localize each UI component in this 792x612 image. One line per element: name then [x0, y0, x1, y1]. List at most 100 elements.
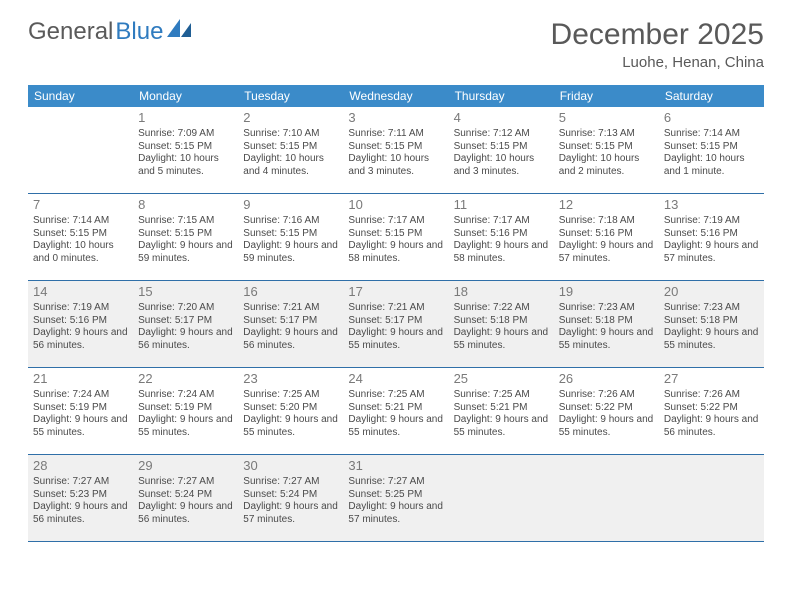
sunset-line: Sunset: 5:15 PM: [664, 141, 759, 154]
sunrise-value: 7:27 AM: [388, 476, 425, 487]
sunset-value: 5:15 PM: [175, 228, 212, 239]
daylight-label: Daylight:: [138, 501, 180, 512]
sunrise-value: 7:15 AM: [178, 215, 215, 226]
daylight-label: Daylight:: [454, 153, 496, 164]
day-number: 1: [138, 110, 233, 126]
cell-details: Sunrise: 7:23 AMSunset: 5:18 PMDaylight:…: [559, 302, 654, 352]
daylight-line: Daylight: 10 hours and 0 minutes.: [33, 240, 128, 265]
sunrise-label: Sunrise:: [454, 128, 493, 139]
daylight-line: Daylight: 10 hours and 1 minute.: [664, 153, 759, 178]
cell-details: Sunrise: 7:21 AMSunset: 5:17 PMDaylight:…: [243, 302, 338, 352]
weekday-label: Sunday: [28, 85, 133, 107]
day-cell: 30Sunrise: 7:27 AMSunset: 5:24 PMDayligh…: [238, 455, 343, 541]
sunset-value: 5:15 PM: [175, 141, 212, 152]
day-cell: 18Sunrise: 7:22 AMSunset: 5:18 PMDayligh…: [449, 281, 554, 367]
sunrise-label: Sunrise:: [559, 215, 598, 226]
cell-details: Sunrise: 7:25 AMSunset: 5:20 PMDaylight:…: [243, 389, 338, 439]
daylight-line: Daylight: 9 hours and 59 minutes.: [243, 240, 338, 265]
week-row: 28Sunrise: 7:27 AMSunset: 5:23 PMDayligh…: [28, 455, 764, 542]
sunset-value: 5:21 PM: [490, 402, 527, 413]
sunrise-value: 7:25 AM: [493, 389, 530, 400]
sunset-label: Sunset:: [559, 228, 596, 239]
sunrise-line: Sunrise: 7:22 AM: [454, 302, 549, 315]
sunset-value: 5:16 PM: [595, 228, 632, 239]
sunrise-value: 7:19 AM: [72, 302, 109, 313]
sunrise-line: Sunrise: 7:21 AM: [348, 302, 443, 315]
sunrise-label: Sunrise:: [454, 215, 493, 226]
sunset-label: Sunset:: [33, 402, 70, 413]
weekday-label: Tuesday: [238, 85, 343, 107]
sunset-line: Sunset: 5:15 PM: [348, 228, 443, 241]
week-row: 7Sunrise: 7:14 AMSunset: 5:15 PMDaylight…: [28, 194, 764, 281]
sunrise-label: Sunrise:: [243, 389, 282, 400]
sunset-line: Sunset: 5:15 PM: [138, 228, 233, 241]
sunset-label: Sunset:: [243, 315, 280, 326]
sunset-line: Sunset: 5:17 PM: [348, 315, 443, 328]
sunset-label: Sunset:: [348, 489, 385, 500]
sunset-value: 5:21 PM: [385, 402, 422, 413]
weekday-header: Sunday Monday Tuesday Wednesday Thursday…: [28, 85, 764, 107]
cell-details: Sunrise: 7:15 AMSunset: 5:15 PMDaylight:…: [138, 215, 233, 265]
sunrise-label: Sunrise:: [138, 389, 177, 400]
day-number: 27: [664, 371, 759, 387]
sunset-label: Sunset:: [243, 141, 280, 152]
cell-details: Sunrise: 7:12 AMSunset: 5:15 PMDaylight:…: [454, 128, 549, 178]
sunset-value: 5:18 PM: [701, 315, 738, 326]
day-number: 2: [243, 110, 338, 126]
sunset-value: 5:22 PM: [701, 402, 738, 413]
daylight-line: Daylight: 9 hours and 55 minutes.: [559, 414, 654, 439]
daylight-line: Daylight: 9 hours and 55 minutes.: [348, 414, 443, 439]
weekday-label: Wednesday: [343, 85, 448, 107]
sunrise-value: 7:09 AM: [178, 128, 215, 139]
weekday-label: Monday: [133, 85, 238, 107]
sunset-label: Sunset:: [664, 141, 701, 152]
day-cell: 22Sunrise: 7:24 AMSunset: 5:19 PMDayligh…: [133, 368, 238, 454]
sunset-line: Sunset: 5:16 PM: [664, 228, 759, 241]
sunrise-value: 7:27 AM: [283, 476, 320, 487]
daylight-line: Daylight: 10 hours and 3 minutes.: [348, 153, 443, 178]
sunrise-label: Sunrise:: [664, 389, 703, 400]
sunrise-line: Sunrise: 7:27 AM: [138, 476, 233, 489]
weekday-label: Thursday: [449, 85, 554, 107]
daylight-line: Daylight: 10 hours and 2 minutes.: [559, 153, 654, 178]
sunrise-label: Sunrise:: [348, 476, 387, 487]
sunset-label: Sunset:: [138, 489, 175, 500]
day-cell: 15Sunrise: 7:20 AMSunset: 5:17 PMDayligh…: [133, 281, 238, 367]
sunrise-value: 7:21 AM: [283, 302, 320, 313]
daylight-line: Daylight: 9 hours and 56 minutes.: [664, 414, 759, 439]
sunrise-label: Sunrise:: [243, 476, 282, 487]
sunset-label: Sunset:: [454, 228, 491, 239]
day-cell: 12Sunrise: 7:18 AMSunset: 5:16 PMDayligh…: [554, 194, 659, 280]
day-number: 23: [243, 371, 338, 387]
daylight-label: Daylight:: [243, 153, 285, 164]
sunset-value: 5:17 PM: [280, 315, 317, 326]
sunset-value: 5:17 PM: [385, 315, 422, 326]
day-number: 18: [454, 284, 549, 300]
daylight-label: Daylight:: [138, 240, 180, 251]
day-cell: 7Sunrise: 7:14 AMSunset: 5:15 PMDaylight…: [28, 194, 133, 280]
sunrise-label: Sunrise:: [559, 389, 598, 400]
day-number: 7: [33, 197, 128, 213]
daylight-label: Daylight:: [33, 327, 75, 338]
day-cell: 6Sunrise: 7:14 AMSunset: 5:15 PMDaylight…: [659, 107, 764, 193]
sunrise-label: Sunrise:: [348, 215, 387, 226]
sunset-line: Sunset: 5:23 PM: [33, 489, 128, 502]
logo: GeneralBlue: [28, 18, 193, 46]
day-number: 13: [664, 197, 759, 213]
cell-details: Sunrise: 7:26 AMSunset: 5:22 PMDaylight:…: [664, 389, 759, 439]
sunrise-line: Sunrise: 7:11 AM: [348, 128, 443, 141]
daylight-line: Daylight: 9 hours and 57 minutes.: [559, 240, 654, 265]
sunset-value: 5:17 PM: [175, 315, 212, 326]
daylight-label: Daylight:: [559, 327, 601, 338]
weekday-label: Saturday: [659, 85, 764, 107]
sunrise-label: Sunrise:: [33, 389, 72, 400]
daylight-label: Daylight:: [454, 414, 496, 425]
daylight-label: Daylight:: [664, 327, 706, 338]
sunset-value: 5:15 PM: [280, 228, 317, 239]
sunrise-label: Sunrise:: [33, 302, 72, 313]
daylight-line: Daylight: 10 hours and 3 minutes.: [454, 153, 549, 178]
sunrise-line: Sunrise: 7:20 AM: [138, 302, 233, 315]
daylight-label: Daylight:: [138, 414, 180, 425]
sunrise-line: Sunrise: 7:24 AM: [33, 389, 128, 402]
sunrise-label: Sunrise:: [348, 128, 387, 139]
